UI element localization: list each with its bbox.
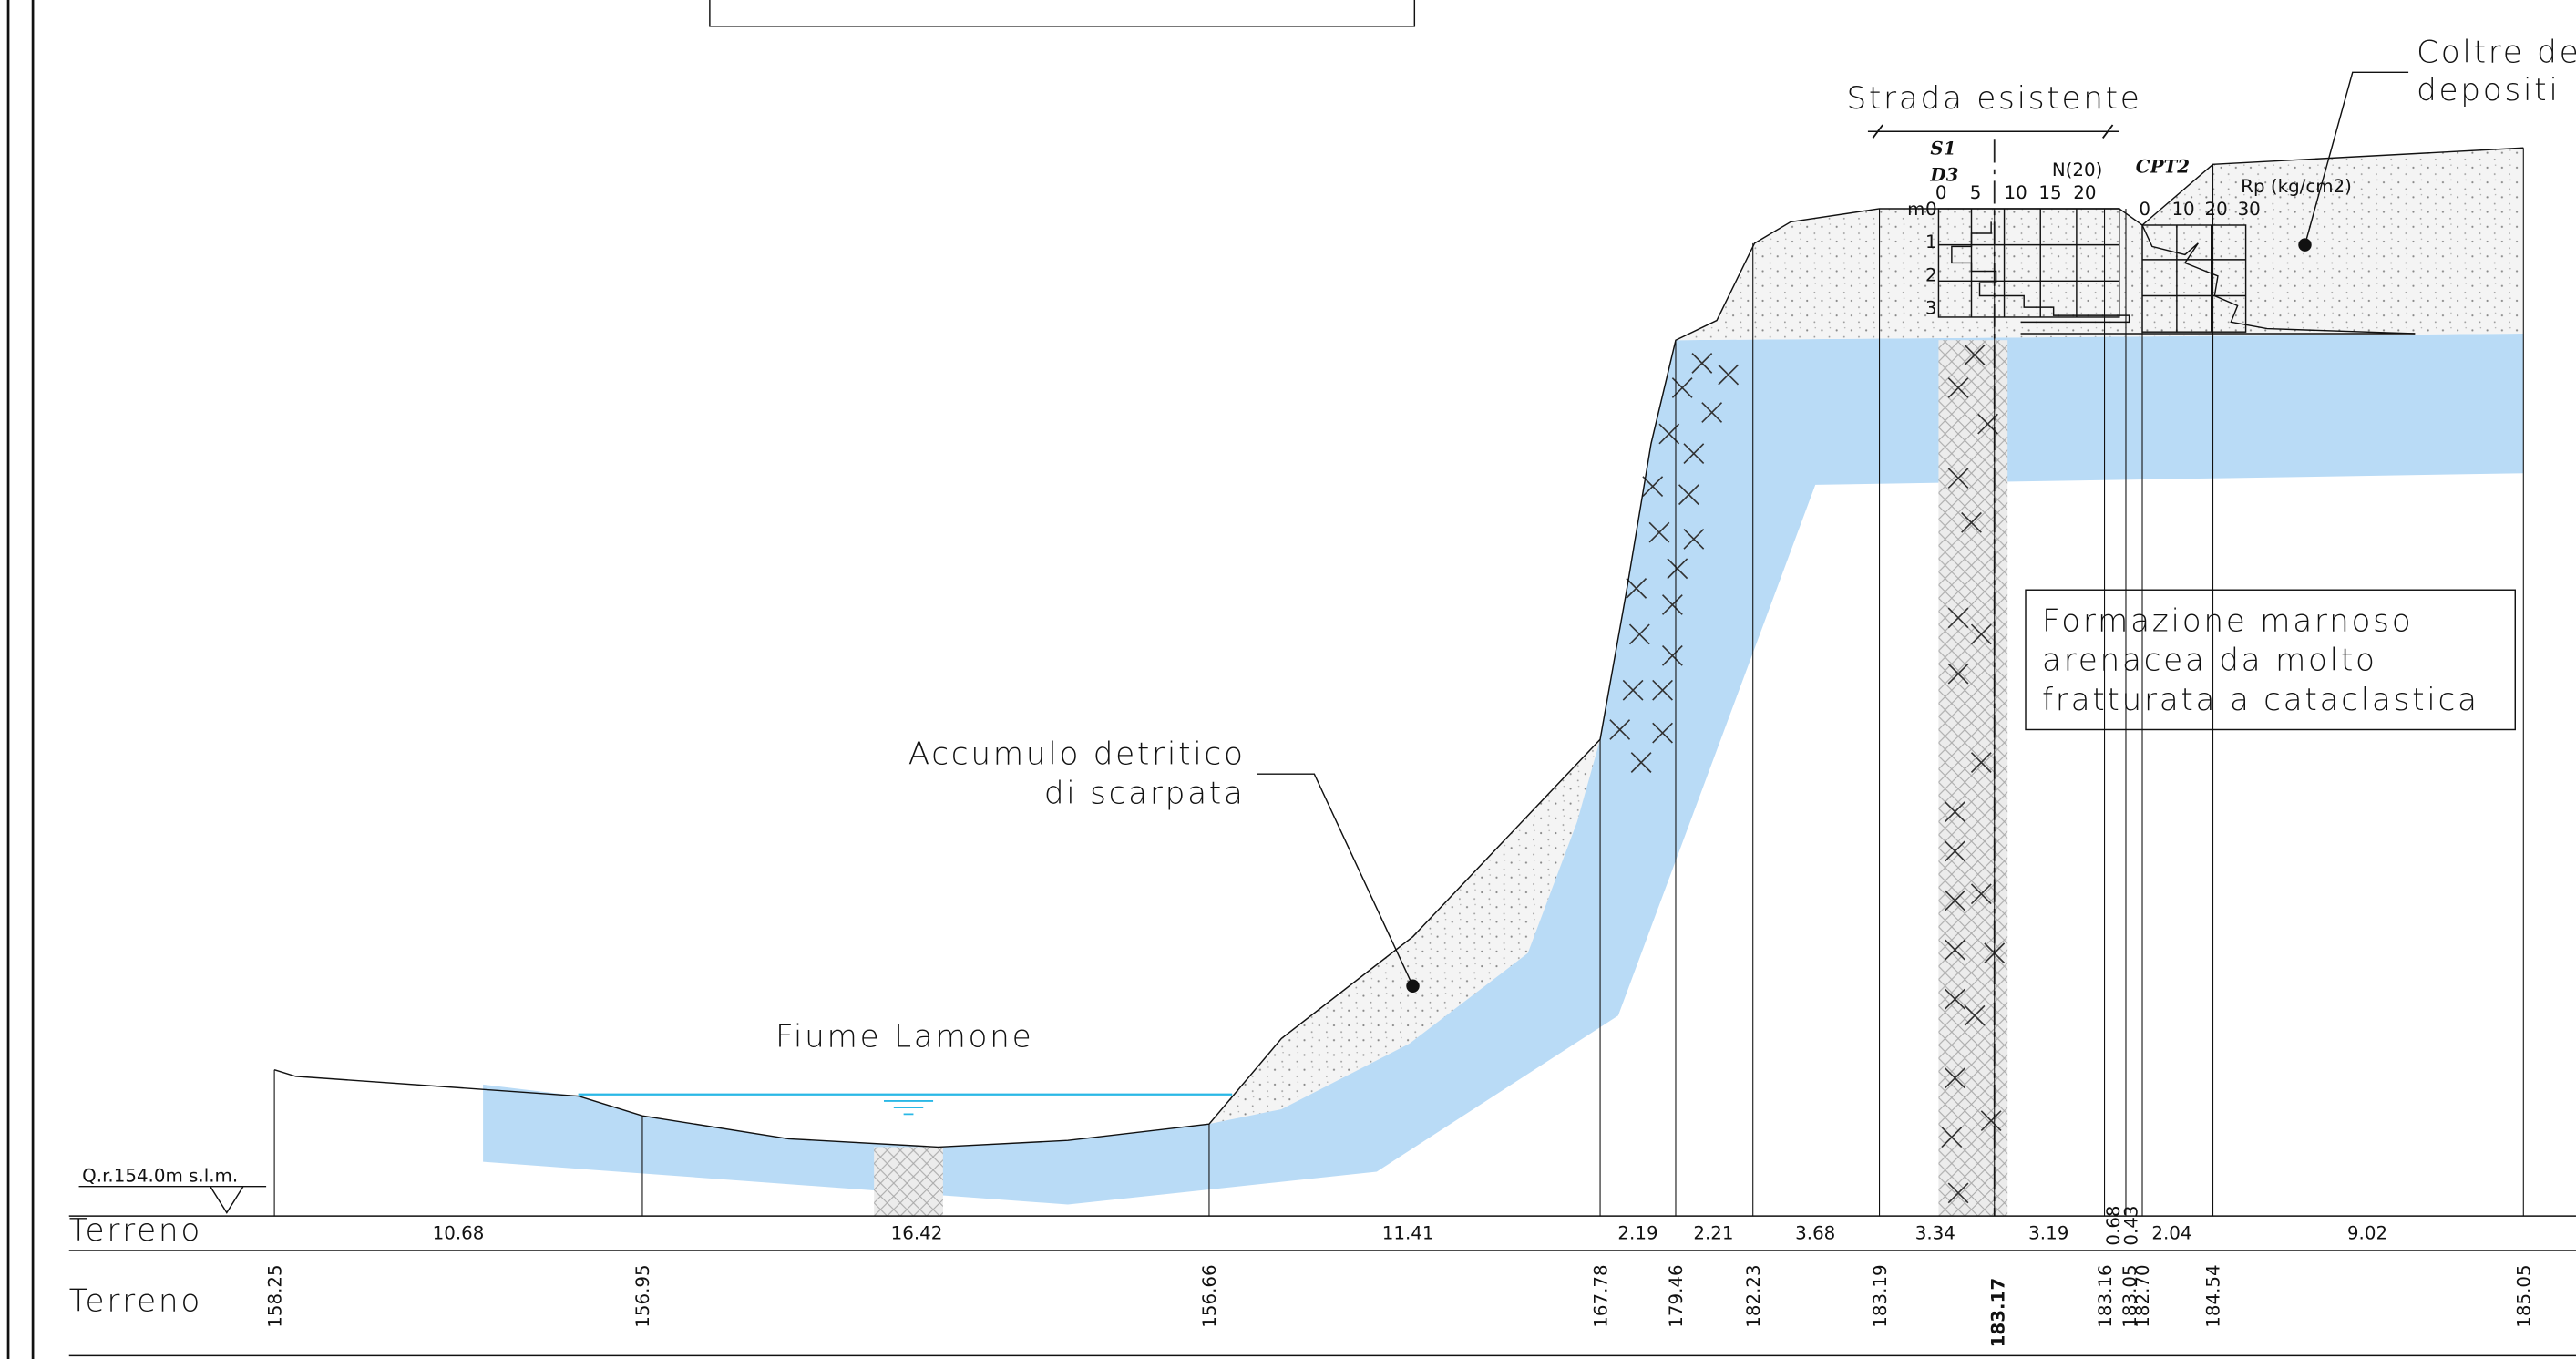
row-label: Terreno: [69, 1283, 202, 1320]
depth-unit: m: [1907, 199, 1924, 220]
elevation: 183.05: [2119, 1264, 2140, 1327]
road-ticks: [1872, 124, 2114, 139]
water-symbol: [883, 1100, 934, 1116]
n-tick: 5: [1970, 182, 1982, 203]
rp-label: Rp (kg/cm2): [2241, 176, 2352, 197]
river-label: Fiume Lamone: [775, 1018, 1033, 1055]
rp-tick: 10: [2171, 199, 2194, 220]
d3-label: D3: [1929, 163, 1958, 185]
formation-label: Formazione marnoso: [2042, 602, 2413, 639]
n-profile: [1951, 221, 2130, 324]
cover-label: Coltre de: [2417, 35, 2576, 71]
s1-label: S1: [1930, 137, 1955, 159]
cover-label: depositi: [2417, 72, 2560, 108]
elevation: 156.95: [632, 1264, 653, 1327]
formation-label: fratturata a cataclastica: [2042, 682, 2479, 718]
elevation: 167.78: [1590, 1264, 1611, 1327]
formation-label: arenacea da molto: [2042, 643, 2377, 679]
elevation: 184.54: [2203, 1264, 2224, 1327]
elevation: 158.25: [264, 1264, 285, 1327]
distance: 3.19: [2028, 1222, 2068, 1243]
n-tick: 20: [2073, 182, 2096, 203]
elevation: 156.66: [1199, 1264, 1220, 1327]
scree-label: Accumulo detritico: [908, 736, 1246, 772]
datum-label: Q.r.154.0m s.l.m.: [82, 1165, 238, 1186]
formation-box: [2025, 589, 2516, 731]
rp-tick: 20: [2205, 199, 2228, 220]
distance: 2.04: [2151, 1222, 2191, 1243]
elevation: 182.70: [2132, 1264, 2153, 1327]
distance: 0.43: [2121, 1205, 2142, 1245]
distance: 10.68: [433, 1222, 485, 1243]
elevation: 182.23: [1743, 1264, 1764, 1327]
rp-tick: 30: [2238, 199, 2261, 220]
rp-tick: 0: [2139, 199, 2150, 220]
distance: 16.42: [891, 1222, 943, 1243]
n-tick: 15: [2038, 182, 2061, 203]
elevation: 183.16: [2095, 1264, 2116, 1327]
cover-dot: [2298, 238, 2312, 252]
n-tick: 0: [1935, 182, 1947, 203]
scree-leader: [1257, 773, 1414, 987]
scree-deposit: [1208, 739, 1601, 1125]
scree-label: di scarpata: [1044, 776, 1246, 812]
riverbed-borehole: [874, 1147, 943, 1217]
elevation: 183.17: [1988, 1278, 2009, 1348]
depth-tick: 2: [1925, 264, 1937, 285]
elevation: 185.05: [2513, 1264, 2534, 1327]
depth-tick: 0: [1925, 199, 1937, 220]
distance: 3.34: [1915, 1222, 1955, 1243]
rp-profile: [2141, 224, 2416, 335]
distance: 2.21: [1693, 1222, 1733, 1243]
title-box: [709, 0, 1416, 27]
depth-tick: 1: [1925, 232, 1937, 252]
depth-tick: 3: [1925, 297, 1937, 318]
distance: 11.41: [1382, 1222, 1434, 1243]
distance: 3.68: [1795, 1222, 1835, 1243]
n-tick: 10: [2005, 182, 2027, 203]
elevation: 183.19: [1870, 1264, 1891, 1327]
scree-dot: [1406, 979, 1420, 993]
cover-leader: [2304, 71, 2409, 245]
rock-layer: [483, 333, 2524, 1205]
distance: 0.68: [2103, 1205, 2124, 1245]
n-label: N(20): [2052, 160, 2103, 180]
distance: 9.02: [2347, 1222, 2387, 1243]
distance: 2.19: [1617, 1222, 1657, 1243]
road-label: Strada esistente: [1846, 80, 2141, 117]
cpt-label: CPT2: [2136, 155, 2190, 177]
cover-deposit: [1675, 148, 2524, 341]
datum-triangle: [210, 1186, 244, 1214]
row-label: Terreno: [69, 1212, 202, 1249]
elevation: 179.46: [1666, 1264, 1687, 1327]
table-lines: [68, 1215, 2576, 1357]
